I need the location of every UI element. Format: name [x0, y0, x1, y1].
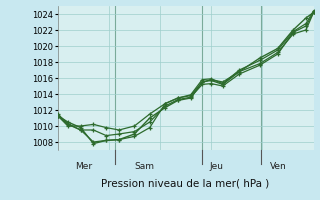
- Text: Ven: Ven: [270, 162, 287, 171]
- Text: Sam: Sam: [134, 162, 154, 171]
- Text: Jeu: Jeu: [210, 162, 224, 171]
- Text: Pression niveau de la mer( hPa ): Pression niveau de la mer( hPa ): [101, 179, 270, 189]
- Text: Mer: Mer: [76, 162, 93, 171]
